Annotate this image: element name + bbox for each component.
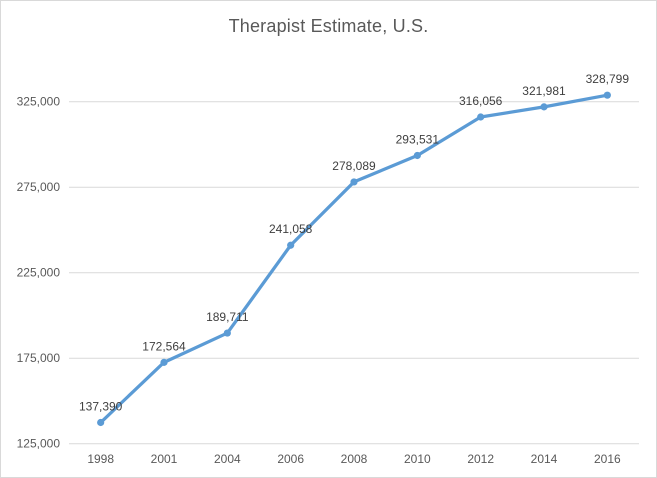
y-axis-tick-label: 225,000	[17, 266, 61, 280]
data-point-label: 172,564	[142, 339, 186, 353]
data-point-label: 137,390	[79, 400, 123, 414]
x-axis-tick-label: 2012	[467, 452, 494, 466]
chart-title: Therapist Estimate, U.S.	[228, 16, 429, 36]
x-axis-tick-label: 2004	[214, 452, 241, 466]
x-axis-tick-label: 2006	[277, 452, 304, 466]
y-axis-tick-label: 175,000	[17, 351, 61, 365]
data-point-marker	[223, 329, 231, 337]
y-axis-tick-label: 325,000	[17, 95, 61, 109]
data-point-marker	[97, 418, 105, 427]
data-point-marker	[603, 91, 611, 99]
x-axis-tick-label: 2014	[531, 452, 558, 466]
data-point-marker	[477, 113, 485, 121]
data-point-marker	[160, 358, 168, 366]
data-point-label: 241,058	[269, 222, 313, 236]
series-line	[99, 93, 609, 425]
data-point-label: 293,531	[396, 133, 440, 147]
y-axis-tick-label: 275,000	[17, 180, 61, 194]
data-point-marker	[350, 178, 358, 186]
data-point-label: 316,056	[459, 94, 503, 108]
x-axis-tick-label: 2008	[341, 452, 368, 466]
data-point-marker	[540, 103, 548, 111]
data-point-label: 321,981	[522, 84, 566, 98]
x-axis-tick-label: 1998	[87, 452, 114, 466]
data-point-label: 328,799	[586, 72, 630, 86]
data-point-marker	[413, 151, 421, 160]
data-point-marker	[287, 241, 295, 249]
y-axis-tick-label: 125,000	[17, 437, 61, 451]
x-axis-tick-label: 2001	[151, 452, 178, 466]
x-axis-tick-label: 2010	[404, 452, 431, 466]
data-point-label: 278,089	[332, 159, 376, 173]
x-axis-tick-label: 2016	[594, 452, 621, 466]
data-point-label: 189,711	[206, 310, 249, 324]
